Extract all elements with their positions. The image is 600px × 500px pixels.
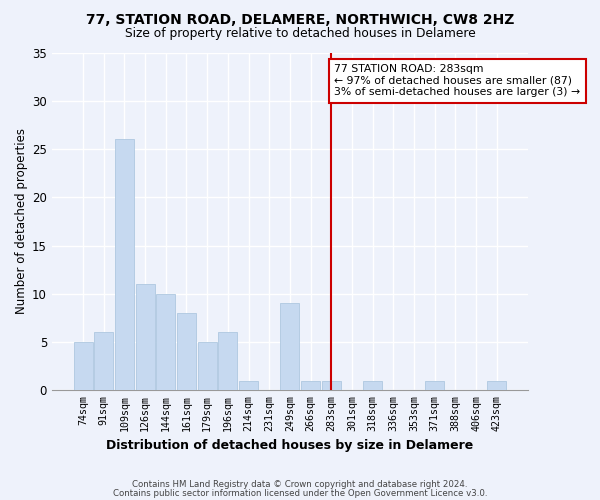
Text: Contains public sector information licensed under the Open Government Licence v3: Contains public sector information licen… — [113, 490, 487, 498]
Bar — [74, 342, 92, 390]
Text: Size of property relative to detached houses in Delamere: Size of property relative to detached ho… — [125, 28, 475, 40]
Y-axis label: Number of detached properties: Number of detached properties — [15, 128, 28, 314]
Bar — [363, 380, 382, 390]
Bar — [487, 380, 506, 390]
X-axis label: Distribution of detached houses by size in Delamere: Distribution of detached houses by size … — [106, 440, 473, 452]
Bar — [197, 342, 217, 390]
Bar — [177, 313, 196, 390]
Bar — [301, 380, 320, 390]
Bar — [239, 380, 258, 390]
Bar — [322, 380, 341, 390]
Text: 77 STATION ROAD: 283sqm
← 97% of detached houses are smaller (87)
3% of semi-det: 77 STATION ROAD: 283sqm ← 97% of detache… — [334, 64, 581, 98]
Text: Contains HM Land Registry data © Crown copyright and database right 2024.: Contains HM Land Registry data © Crown c… — [132, 480, 468, 489]
Bar — [156, 294, 175, 390]
Bar — [115, 140, 134, 390]
Bar — [94, 332, 113, 390]
Text: 77, STATION ROAD, DELAMERE, NORTHWICH, CW8 2HZ: 77, STATION ROAD, DELAMERE, NORTHWICH, C… — [86, 12, 514, 26]
Bar — [425, 380, 444, 390]
Bar — [280, 304, 299, 390]
Bar — [136, 284, 155, 391]
Bar — [218, 332, 238, 390]
